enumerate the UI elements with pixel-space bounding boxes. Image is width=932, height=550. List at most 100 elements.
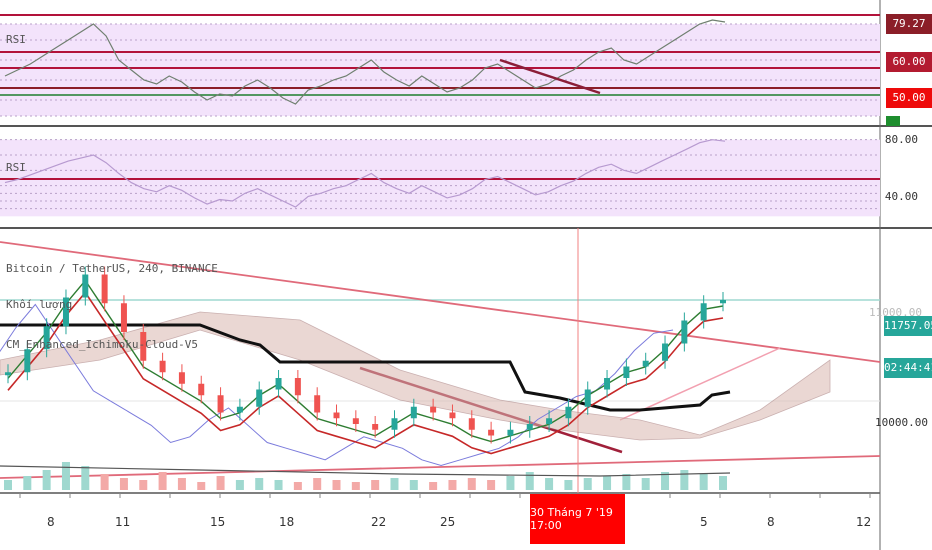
cursor-date-label: 30 Tháng 7 '19 17:00 — [530, 494, 625, 544]
candle-body — [623, 366, 630, 378]
volume-bar — [680, 470, 689, 490]
candle-body — [159, 360, 166, 373]
volume-bar — [699, 474, 708, 490]
faded-price-tick: 11000.00 — [869, 306, 922, 319]
symbol-title: Bitcoin / TetherUS, 240, BINANCE — [6, 262, 218, 275]
volume-bar — [390, 478, 399, 490]
x-tick: 8 — [47, 515, 55, 529]
chikou-line — [0, 303, 674, 467]
volume-bar — [525, 472, 534, 490]
rsi-mid-tick: 40.00 — [884, 190, 918, 203]
last-price-tag: 11757.05 — [884, 316, 932, 336]
candle-body — [333, 412, 340, 419]
candle-body — [642, 360, 649, 367]
rsi-level-tag: 60.00 — [886, 52, 932, 72]
volume-bar — [583, 478, 592, 490]
candle-body — [352, 418, 359, 424]
volume-bar — [603, 476, 612, 490]
rsi-mid-label: RSI — [6, 161, 26, 174]
volume-bar — [332, 480, 341, 490]
rsi-trendline — [499, 58, 601, 95]
volume-bar — [641, 478, 650, 490]
candle-body — [468, 418, 475, 430]
volume-bar — [119, 478, 128, 490]
candle-body — [584, 389, 591, 407]
rsi-top-series — [4, 19, 726, 105]
candle-body — [82, 274, 89, 298]
volume-bar — [622, 474, 631, 490]
x-tick: 25 — [440, 515, 456, 529]
candle-body — [430, 406, 437, 413]
volume-bar — [506, 476, 515, 490]
volume-bar — [448, 480, 457, 490]
volume-bar — [467, 478, 476, 490]
ascending-trendline — [0, 455, 881, 479]
candle-body — [294, 378, 301, 396]
volume-bar — [661, 472, 670, 490]
candle-body — [681, 320, 688, 344]
candle-body — [449, 412, 456, 419]
volume-bar — [81, 466, 90, 490]
candle-body — [720, 299, 726, 304]
candle-body — [565, 406, 572, 419]
candle-body — [488, 429, 495, 436]
rsi-level-tag: 79.27 — [886, 14, 932, 34]
rsi-level-tag: 50.00 — [886, 88, 932, 108]
countdown-tag: 02:44:41 — [884, 358, 932, 378]
candle-body — [178, 372, 185, 384]
candle-body — [410, 406, 417, 419]
candle-body — [391, 418, 398, 430]
candle-body — [256, 389, 263, 407]
volume-bar — [235, 480, 244, 490]
rsi-mid-tick: 80.00 — [884, 133, 918, 146]
candle-body — [101, 274, 108, 304]
volume-bar — [255, 478, 264, 490]
x-tick: 5 — [700, 515, 708, 529]
candle-body — [507, 429, 514, 436]
candle-body — [5, 372, 11, 376]
volume-bar — [61, 462, 70, 490]
volume-bar — [351, 482, 360, 490]
volume-bar — [274, 480, 283, 490]
rsi-level-swatch — [886, 116, 900, 126]
candle-body — [217, 395, 224, 413]
candle-body — [24, 349, 31, 373]
price-level-tick: 10000.00 — [875, 416, 928, 429]
volume-bar — [177, 478, 186, 490]
candle-body — [546, 418, 553, 424]
x-tick: 8 — [767, 515, 775, 529]
rsi-top-label: RSI — [6, 33, 26, 46]
candle-body — [140, 332, 147, 361]
volume-bar — [23, 476, 32, 490]
volume-bar — [42, 470, 51, 490]
candle-body — [662, 343, 669, 361]
volume-bar — [487, 480, 496, 490]
x-tick: 15 — [210, 515, 226, 529]
volume-bar — [409, 480, 418, 490]
volume-bar — [564, 480, 573, 490]
volume-bar — [293, 482, 302, 490]
volume-bar — [158, 472, 167, 490]
volume-label: Khối lượng — [6, 298, 73, 311]
kijun-line — [7, 291, 724, 455]
volume-ma-line — [0, 465, 731, 477]
x-tick: 11 — [115, 515, 131, 529]
volume-bar — [313, 478, 322, 490]
rsi-top-band — [0, 24, 880, 116]
volume-bar — [197, 482, 206, 490]
candle-body — [314, 395, 321, 413]
candle-body — [236, 406, 243, 413]
volume-bar — [371, 480, 380, 490]
candle-body — [275, 378, 282, 390]
volume-bar — [545, 478, 554, 490]
x-tick: 22 — [371, 515, 387, 529]
rsi-mid-series — [4, 139, 726, 208]
volume-bar — [429, 482, 438, 490]
tenkan-line — [7, 279, 724, 443]
candle-body — [372, 424, 379, 430]
moving-average-line — [0, 323, 731, 412]
candle-body — [526, 424, 533, 430]
candle-body — [120, 303, 127, 332]
